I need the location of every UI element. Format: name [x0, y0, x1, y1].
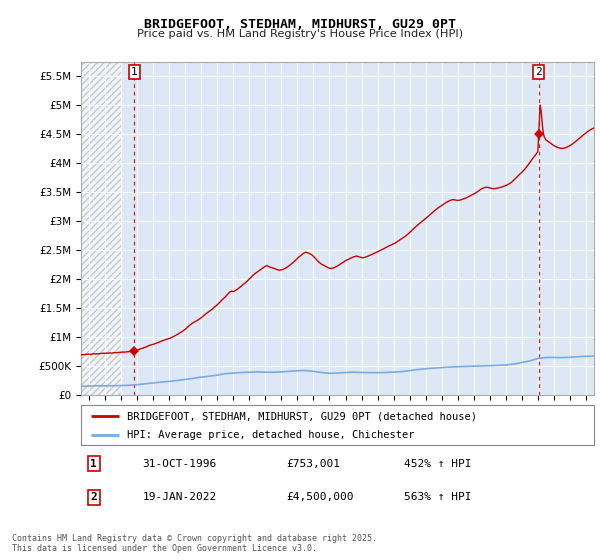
Text: 31-OCT-1996: 31-OCT-1996	[143, 459, 217, 469]
Text: 19-JAN-2022: 19-JAN-2022	[143, 492, 217, 502]
Text: HPI: Average price, detached house, Chichester: HPI: Average price, detached house, Chic…	[127, 430, 415, 440]
Text: 2: 2	[91, 492, 97, 502]
Bar	[81, 62, 121, 395]
Text: £4,500,000: £4,500,000	[286, 492, 354, 502]
Text: 452% ↑ HPI: 452% ↑ HPI	[404, 459, 472, 469]
Bar	[81, 62, 121, 395]
Text: BRIDGEFOOT, STEDHAM, MIDHURST, GU29 0PT: BRIDGEFOOT, STEDHAM, MIDHURST, GU29 0PT	[144, 18, 456, 31]
Text: BRIDGEFOOT, STEDHAM, MIDHURST, GU29 0PT (detached house): BRIDGEFOOT, STEDHAM, MIDHURST, GU29 0PT …	[127, 411, 477, 421]
Text: Price paid vs. HM Land Registry's House Price Index (HPI): Price paid vs. HM Land Registry's House …	[137, 29, 463, 39]
Text: 1: 1	[131, 67, 138, 77]
Text: Contains HM Land Registry data © Crown copyright and database right 2025.
This d: Contains HM Land Registry data © Crown c…	[12, 534, 377, 553]
Text: £753,001: £753,001	[286, 459, 340, 469]
Text: 563% ↑ HPI: 563% ↑ HPI	[404, 492, 472, 502]
Text: 1: 1	[91, 459, 97, 469]
Text: 2: 2	[535, 67, 542, 77]
